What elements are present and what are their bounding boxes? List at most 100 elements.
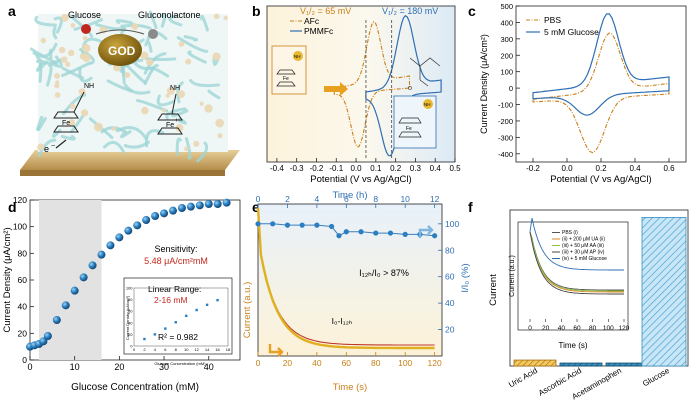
pmmfc-nh-group bbox=[423, 99, 433, 109]
panel-e: e 0 20 40 60 80 100 120 0 2 4 6 8 10 12 20 40 60 80 100 Ti… bbox=[242, 190, 471, 393]
reaction-arrow bbox=[95, 29, 145, 35]
axes-c: -0.2 0.0 0.2 0.4 0.6 -400 -300 -200 -100 0 100 200 3… bbox=[498, 2, 675, 173]
inset-x-tick-label-f: 100 bbox=[603, 325, 614, 332]
inset-x-tick-label-d: 0 bbox=[133, 347, 136, 352]
inset-x-tick-label-f: 60 bbox=[573, 325, 581, 332]
substrate-edge bbox=[20, 170, 225, 176]
inset-x-tick-label-f: 120 bbox=[619, 325, 630, 332]
polymer-bead bbox=[78, 88, 86, 96]
god-enzyme bbox=[98, 34, 142, 66]
sensitivity-value: 5.48 μA/cm²mM bbox=[144, 256, 208, 266]
inset-legend-label: (iv) + 5 mM Glucose bbox=[562, 256, 607, 262]
pmmfc-fe-label: Fe bbox=[406, 126, 412, 132]
inset-title-d: Linear Range: bbox=[148, 284, 201, 294]
retention-point bbox=[336, 233, 342, 239]
polymer-bead bbox=[217, 133, 223, 139]
polymer-strand bbox=[46, 63, 53, 87]
inset-data-point bbox=[205, 303, 209, 307]
polymer-strand bbox=[156, 94, 175, 107]
top-axis-arrow bbox=[418, 225, 434, 238]
polymer-bead bbox=[67, 49, 75, 57]
ferrocene-right: Fe + NH bbox=[157, 85, 183, 135]
polymer-bead bbox=[146, 58, 154, 66]
legend-glucose: 5 mM Glucose bbox=[544, 27, 599, 37]
polymer-bead bbox=[54, 92, 61, 98]
data-point bbox=[213, 200, 222, 208]
inset-range-d: 2-16 mM bbox=[154, 295, 188, 305]
polymer-bead bbox=[111, 126, 116, 131]
polymer-bead bbox=[40, 37, 47, 44]
retention-point bbox=[402, 231, 408, 237]
substrate bbox=[20, 150, 240, 170]
inset-x-tick-label-f: 40 bbox=[558, 325, 566, 332]
polymer-strand bbox=[120, 65, 126, 85]
panel-c: c -0.2 0.0 0.2 0.4 0.6 -400 -300 -200 -100 0 100 20… bbox=[468, 2, 687, 185]
afc-nh-group bbox=[293, 51, 303, 61]
polymer-strand bbox=[187, 50, 207, 64]
retention-point bbox=[432, 233, 438, 239]
polymer-strand bbox=[184, 137, 192, 160]
inset-plot-area-d bbox=[133, 287, 229, 347]
inset-curve-ua bbox=[529, 231, 624, 293]
polymer-strand bbox=[176, 36, 209, 53]
bar-glucose bbox=[641, 217, 687, 367]
retention-point bbox=[299, 222, 305, 228]
polymer-bead bbox=[65, 61, 71, 67]
inset-legend-f: PBS (i)(ii) + 200 μM UA (ii)(iii) + 50 μ… bbox=[552, 230, 607, 262]
polymer-strand bbox=[115, 19, 134, 25]
pmmfc-structure-box bbox=[393, 95, 437, 149]
inset-x-tick-label-f: 20 bbox=[542, 325, 550, 332]
x-tick-label-c: 0.0 bbox=[561, 164, 573, 173]
polymer-bead bbox=[37, 143, 45, 151]
polymer-strand bbox=[70, 113, 85, 133]
polymer-strand bbox=[212, 57, 220, 67]
inset-ylabel-d: Current Density (μA/cm²) bbox=[125, 295, 130, 340]
x-axis-label-c: Potential (V vs Ag/AgCl) bbox=[550, 174, 651, 185]
x-tick-label-c: 0.6 bbox=[663, 164, 675, 173]
electron-label: e bbox=[44, 144, 49, 154]
polymer-bead bbox=[185, 58, 192, 65]
x-tick-label-e: 40 bbox=[312, 358, 322, 368]
inset-points-d bbox=[143, 298, 219, 341]
x-tick-label-b: 0.5 bbox=[449, 164, 461, 173]
inset-x-tick-label-f: 80 bbox=[589, 325, 597, 332]
polymer-bead bbox=[175, 124, 184, 132]
pmmfc-ring-bottom bbox=[398, 131, 422, 138]
category-label: Uric Acid bbox=[507, 366, 539, 390]
polymer-bead bbox=[161, 108, 166, 113]
y-axis-label-f: Current bbox=[488, 274, 499, 306]
inset-y-tick-label-d: 0 bbox=[130, 344, 133, 349]
inset-x-tick-label-d: 12 bbox=[194, 347, 199, 352]
retention-point bbox=[284, 222, 291, 228]
polymer-strand bbox=[95, 23, 126, 31]
decay-series-i0 bbox=[257, 207, 435, 346]
data-point bbox=[151, 212, 160, 220]
x-tick-label-d: 0 bbox=[27, 362, 32, 372]
afc-nh-label: NH bbox=[294, 54, 301, 59]
plot-frame-c bbox=[515, 5, 687, 163]
x2-tick-label-e: 4 bbox=[315, 194, 320, 204]
decay-label: I₀-I₁₂ₕ bbox=[332, 316, 353, 326]
series-pbs bbox=[532, 32, 670, 154]
gluconolactone-molecule bbox=[148, 29, 158, 39]
data-point bbox=[52, 316, 61, 324]
data-point bbox=[115, 233, 124, 242]
inset-legend-label: (iii) + 50 μM AA (iii) bbox=[562, 243, 604, 249]
polymer-strand bbox=[50, 55, 63, 68]
retention-points bbox=[255, 221, 438, 239]
polymer-bead bbox=[215, 118, 224, 128]
afc-ring-top bbox=[276, 69, 296, 75]
data-point bbox=[177, 204, 186, 212]
polymer-bead bbox=[61, 13, 69, 22]
x-tick-label-e: 60 bbox=[342, 358, 352, 368]
x-tick-label-e: 100 bbox=[398, 358, 412, 368]
x-axis-label-e: Time (s) bbox=[333, 382, 367, 393]
polymer-strand bbox=[165, 107, 187, 120]
pmmfc-ring-top bbox=[398, 117, 422, 124]
polymer-bead bbox=[69, 103, 76, 110]
inset-curve-pbs bbox=[529, 231, 624, 291]
polymer-bead bbox=[204, 104, 213, 113]
polymer-bead bbox=[55, 80, 60, 85]
inset-xlabel-d: Glucose Concentration (mM) bbox=[154, 361, 206, 366]
